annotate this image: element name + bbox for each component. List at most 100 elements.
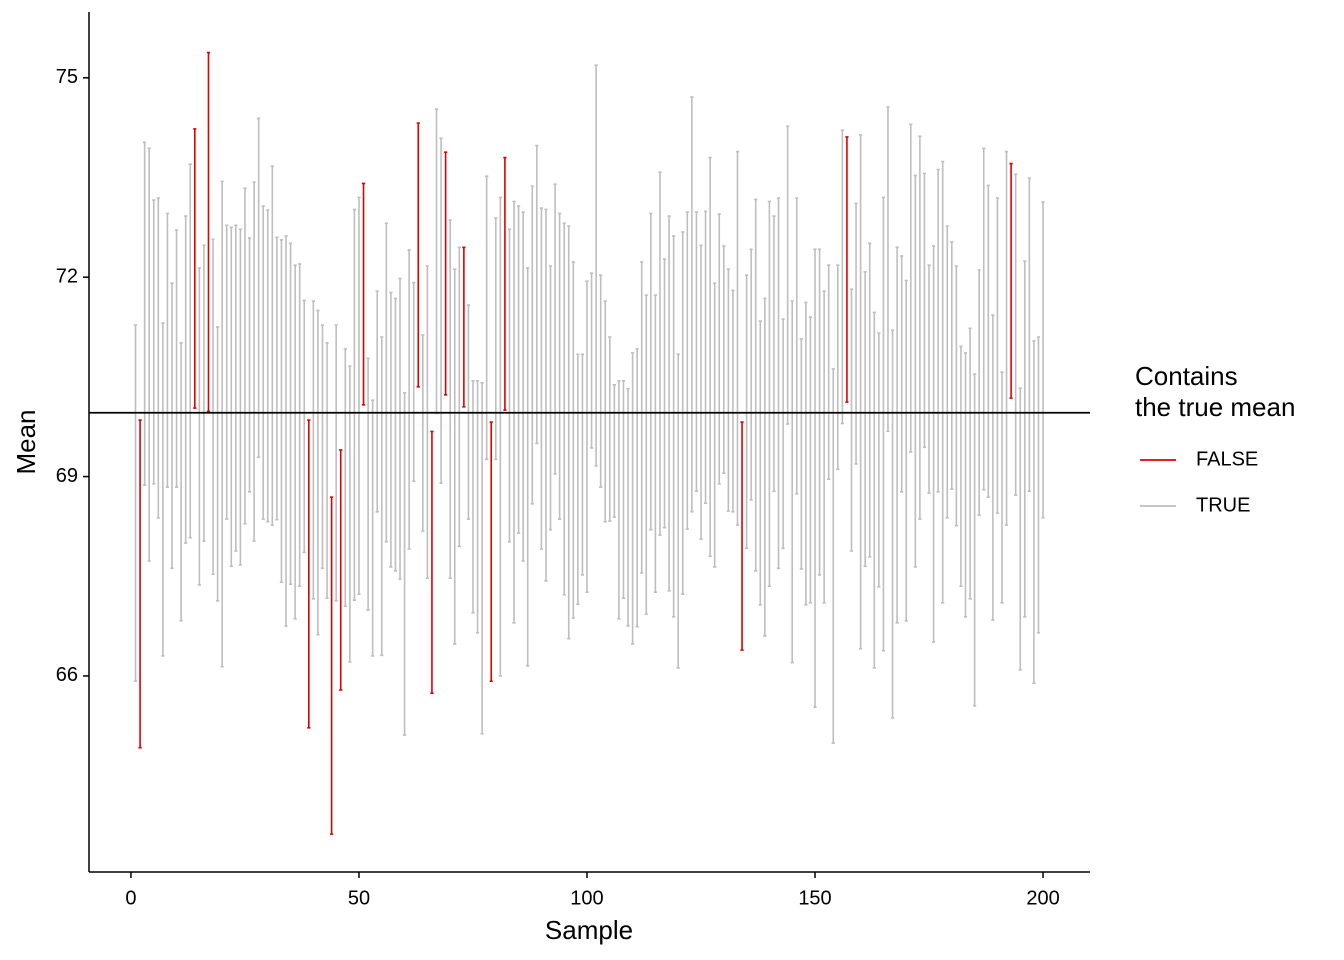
y-tick-label: 69 [56,465,78,487]
error-bar [708,156,712,558]
error-bar [754,198,758,572]
error-bar [238,228,243,566]
error-bar [827,264,831,481]
error-bar [900,255,904,493]
legend-label: TRUE [1196,494,1250,516]
error-bar [927,264,931,494]
error-bar [530,185,534,505]
error-bar [872,311,876,669]
error-bar [589,272,594,449]
error-bar [822,290,826,604]
error-bar [977,269,981,516]
error-bar [393,297,398,572]
x-tick-label: 150 [798,887,831,909]
error-bar [722,245,726,475]
error-bar [890,329,895,719]
error-bar [425,265,429,580]
error-bar [909,123,913,453]
error-bar [193,128,197,409]
error-bar [950,241,954,490]
error-bar [676,353,680,669]
error-bar [799,338,803,570]
error-bar [726,268,730,512]
error-bar [612,384,616,518]
error-bar [316,309,320,636]
x-tick-label: 100 [570,887,603,909]
error-bar [284,235,288,627]
y-axis-title: Mean [11,409,41,474]
error-bar [986,184,990,498]
error-bar [184,215,188,544]
error-bar [558,212,562,520]
error-bar [161,322,165,657]
error-bar [795,197,799,495]
error-bar [320,324,325,570]
error-bar [804,301,808,606]
error-bar [361,182,366,406]
error-bar [307,419,311,729]
error-bar [298,263,302,588]
error-bar [608,336,612,522]
error-bar [767,200,772,588]
error-bar [535,144,539,445]
error-bar [749,248,753,501]
error-bar [1000,371,1004,604]
error-bar [197,267,201,586]
error-bar [143,141,147,486]
error-bar [991,314,995,621]
error-bar [471,380,475,614]
error-bar [366,357,370,611]
error-bar [553,183,557,475]
error-bar [836,264,840,471]
error-bar [576,353,580,605]
error-bar [302,299,306,554]
error-bar [776,197,781,570]
error-bar [1009,162,1013,399]
error-bar [357,196,361,595]
error-bar [941,160,945,604]
error-bar [667,215,671,592]
error-bar [270,165,274,526]
error-bar [430,430,434,695]
error-bar [439,137,443,485]
error-bar [475,380,480,634]
error-bar [877,332,881,588]
error-bar [922,172,927,449]
y-tick-label: 72 [56,265,78,287]
error-bar [480,382,484,735]
error-bar [745,274,749,550]
error-bar [261,205,265,520]
x-tick-label: 0 [125,887,136,909]
y-tick-label: 66 [56,664,78,686]
error-bar [881,196,886,652]
error-bar [603,300,607,523]
error-bar [918,135,922,520]
error-bar [562,222,566,596]
error-bar [462,246,466,408]
legend-label: FALSE [1196,448,1258,470]
error-bar [516,205,521,534]
error-bar [567,225,571,640]
error-bar [165,212,170,488]
error-bar [845,136,849,403]
error-bar [384,222,388,543]
error-bar [247,237,252,493]
error-bar [982,147,986,491]
error-bar [202,244,206,542]
error-bar [731,289,735,513]
error-bar [225,224,229,520]
error-bar [649,212,653,531]
error-bar [133,324,138,683]
error-bar [672,235,676,618]
error-bar [266,209,270,523]
error-bar [416,122,420,388]
x-tick-label: 200 [1026,887,1059,909]
error-bar [594,64,598,467]
error-bar [257,117,261,459]
error-bar [453,268,457,645]
error-bar [954,265,958,527]
error-bar [293,264,297,620]
error-bar [763,297,767,637]
error-bar [174,229,179,488]
